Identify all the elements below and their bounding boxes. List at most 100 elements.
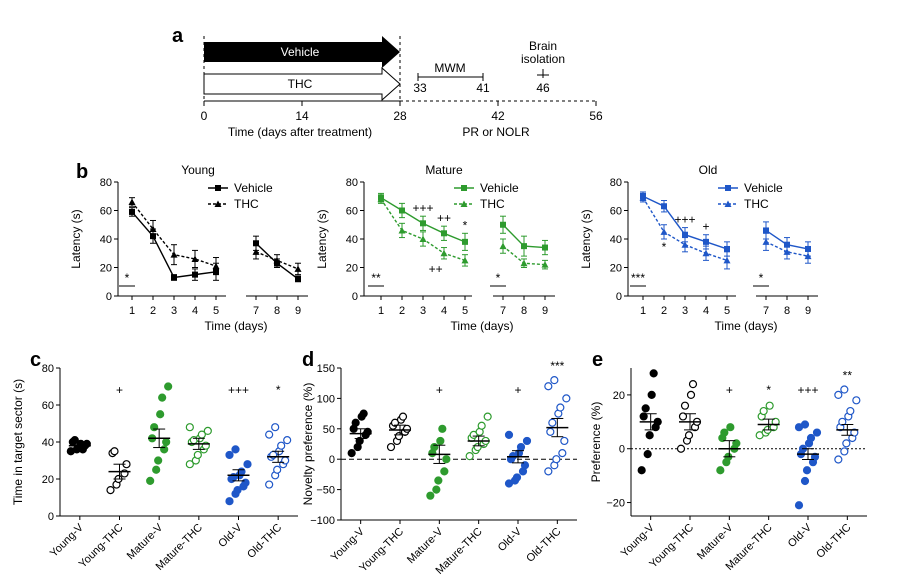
x-tick-label: Old-V xyxy=(216,521,245,550)
data-point xyxy=(680,401,690,410)
data-point-thc xyxy=(212,262,220,270)
x-tick-label: 2 xyxy=(150,305,156,317)
legend-label: Vehicle xyxy=(744,181,783,195)
y-tick-label: −20 xyxy=(606,498,625,510)
data-point xyxy=(265,480,274,489)
data-point-thc xyxy=(520,259,528,267)
line-chart-old: Old 0 20 40 60 80 1 2 3 4 5 7 8 9 Time (days) Latency (… xyxy=(579,163,818,333)
x-tick-label: 3 xyxy=(420,305,426,317)
data-point xyxy=(265,430,274,439)
annotation-label: +++ xyxy=(412,201,433,215)
data-point-thc xyxy=(170,251,178,258)
data-point xyxy=(641,404,650,413)
legend-label: THC xyxy=(234,197,259,211)
x-tick-label: 4 xyxy=(441,305,447,317)
line-chart-mature: Mature 0 20 40 60 80 1 2 3 4 5 7 8 9 Time (days) Latenc… xyxy=(315,163,555,333)
data-point-thc xyxy=(499,242,507,250)
annotation-label: + xyxy=(702,220,709,234)
data-point xyxy=(442,455,451,464)
data-point xyxy=(516,442,526,452)
y-tick-label: 0 xyxy=(48,511,54,523)
timeline-tick-label: 0 xyxy=(201,109,208,123)
data-point xyxy=(281,456,290,465)
panel-label-a: a xyxy=(172,25,184,47)
data-point xyxy=(686,390,696,400)
data-point xyxy=(678,412,688,421)
data-point xyxy=(840,385,849,394)
data-point xyxy=(436,436,445,446)
data-point xyxy=(544,382,553,391)
timeline-tick-label: 42 xyxy=(491,109,505,123)
legend-label: THC xyxy=(744,197,769,211)
annotation-label: * xyxy=(463,218,468,232)
data-point xyxy=(726,423,735,432)
data-point xyxy=(720,428,729,437)
data-point-vehicle xyxy=(295,275,301,282)
data-point xyxy=(522,436,532,446)
annotation-label: ++ xyxy=(429,262,443,276)
data-point xyxy=(560,436,569,446)
annotation-label: + xyxy=(116,383,123,397)
data-point xyxy=(800,420,810,429)
data-point xyxy=(840,447,849,456)
x-tick-label: Young-V xyxy=(48,521,87,560)
annotation-label: ++ xyxy=(437,211,451,225)
data-point-vehicle xyxy=(420,220,426,227)
y-tick-label: 50 xyxy=(323,424,335,436)
data-point xyxy=(558,449,567,458)
x-tick-label: 8 xyxy=(274,305,280,317)
y-axis-label: Novelty preference (%) xyxy=(301,383,315,506)
annotation-label: +++ xyxy=(674,213,695,227)
data-point xyxy=(552,455,561,464)
legend-marker xyxy=(460,200,468,207)
data-point-vehicle xyxy=(129,208,135,215)
data-point-vehicle xyxy=(441,230,447,237)
y-tick-label: 40 xyxy=(42,437,54,449)
significance-label: * xyxy=(496,271,501,285)
y-tick-label: 0 xyxy=(616,291,622,303)
data-point xyxy=(850,428,859,437)
brain-label-2: isolation xyxy=(521,52,565,66)
legend-marker xyxy=(461,185,467,191)
x-axis-label: Time (days) xyxy=(451,319,514,333)
y-tick-label: 40 xyxy=(346,234,358,246)
x-tick-label: 1 xyxy=(640,305,646,317)
data-point-vehicle xyxy=(521,243,527,250)
data-point xyxy=(434,476,443,485)
data-point xyxy=(546,427,555,436)
legend-label: Vehicle xyxy=(234,181,273,195)
data-point xyxy=(152,465,161,474)
data-point xyxy=(430,442,439,452)
x-tick-label: 5 xyxy=(462,305,468,317)
data-point xyxy=(806,433,816,443)
annotation-label: +++ xyxy=(797,383,818,397)
legend-label: THC xyxy=(480,197,505,211)
thc-arrow-label: THC xyxy=(288,77,313,91)
data-point xyxy=(185,460,194,469)
data-point xyxy=(842,439,851,448)
y-tick-label: 60 xyxy=(42,400,54,412)
data-point xyxy=(225,497,234,506)
data-point xyxy=(810,452,820,461)
data-point xyxy=(645,431,654,440)
data-point-vehicle xyxy=(682,231,688,238)
data-point xyxy=(347,449,356,458)
y-tick-label: 20 xyxy=(613,390,625,402)
legend-marker xyxy=(724,200,732,207)
data-point-vehicle xyxy=(192,271,198,278)
annotation-label: + xyxy=(514,383,521,397)
x-axis-label: Time (days) xyxy=(205,319,268,333)
data-point-thc xyxy=(681,241,689,248)
data-point xyxy=(440,467,449,476)
timeline-tick-label: 14 xyxy=(295,109,309,123)
data-point xyxy=(676,444,686,453)
data-point xyxy=(483,412,492,421)
data-point xyxy=(759,406,768,416)
data-point xyxy=(355,436,364,446)
data-point-thc xyxy=(273,256,281,264)
x-tick-label: 4 xyxy=(192,305,198,317)
data-point-thc xyxy=(419,235,427,242)
data-point-thc xyxy=(660,228,668,235)
y-axis-label: Time in target sector (s) xyxy=(11,379,25,505)
